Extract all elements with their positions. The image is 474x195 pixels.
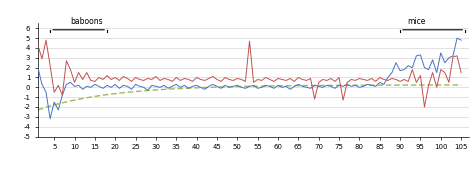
Text: mice: mice	[407, 17, 426, 26]
Text: baboons: baboons	[71, 17, 103, 26]
